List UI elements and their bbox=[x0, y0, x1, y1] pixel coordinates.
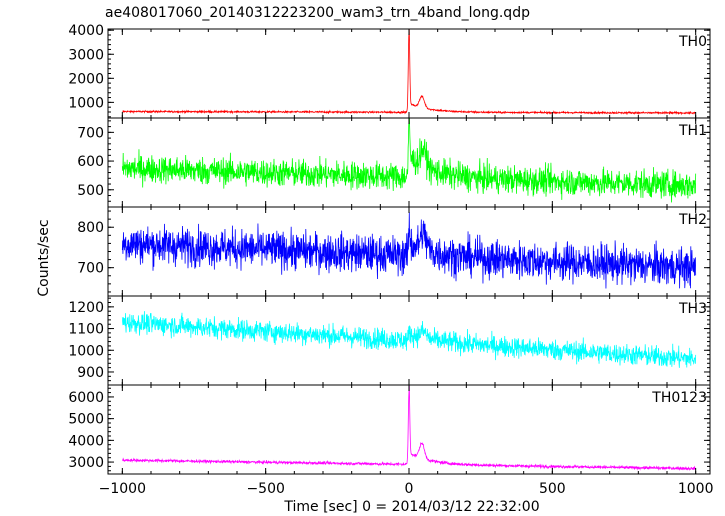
y-tick-label: 3000 bbox=[68, 47, 104, 63]
panel-th0: 1000 2000 3000 4000 TH0 bbox=[68, 23, 711, 119]
y-tick-label: 1100 bbox=[68, 322, 104, 338]
y-tick-label: 800 bbox=[77, 220, 104, 236]
y-tick-label: 5000 bbox=[68, 412, 104, 428]
y-tick-label: 600 bbox=[77, 154, 104, 170]
series-line-th0123 bbox=[121, 385, 696, 471]
panel-label-th0123: TH0123 bbox=[651, 390, 707, 406]
y-tick-label: 3000 bbox=[68, 455, 104, 471]
panel-th1: 500 600 700 TH1 bbox=[77, 117, 711, 208]
panel-label-th2: TH2 bbox=[678, 212, 707, 228]
series-line-th2 bbox=[121, 211, 697, 289]
x-tick-label: 500 bbox=[539, 481, 566, 497]
panel-frame bbox=[107, 295, 711, 386]
y-tick-label: 1000 bbox=[68, 343, 104, 359]
y-tick-label: 6000 bbox=[68, 390, 104, 406]
y-axis-label: Counts/sec bbox=[36, 219, 52, 296]
series-line-th3 bbox=[121, 311, 697, 368]
panel-th0123: 3000 4000 5000 6000 TH0123 bbox=[68, 384, 711, 475]
panel-label-th1: TH1 bbox=[678, 123, 707, 139]
chart-title: ae408017060_20140312223200_wam3_trn_4ban… bbox=[105, 5, 530, 21]
panel-th2: 700 800 TH2 bbox=[77, 206, 711, 297]
y-tick-label: 4000 bbox=[68, 23, 104, 39]
y-tick-label: 1200 bbox=[68, 300, 104, 316]
panel-label-th3: TH3 bbox=[678, 301, 707, 317]
x-axis-label: Time [sec] 0 = 2014/03/12 22:32:00 bbox=[283, 499, 539, 515]
panels-group: 1000 2000 3000 4000 TH0 500 600 700 TH1 700 800 TH2… bbox=[68, 23, 713, 497]
panel-th3: 900 1000 1100 1200 TH3 bbox=[68, 295, 711, 386]
y-tick-label: 700 bbox=[77, 261, 104, 277]
y-tick-label: 500 bbox=[77, 183, 104, 199]
y-tick-label: 900 bbox=[77, 365, 104, 381]
x-tick-label: 1000 bbox=[678, 481, 714, 497]
x-tick-label: −500 bbox=[246, 481, 284, 497]
panel-label-th0: TH0 bbox=[678, 34, 707, 50]
y-tick-label: 1000 bbox=[68, 95, 104, 111]
x-tick-label: −1000 bbox=[99, 481, 146, 497]
series-line-th0 bbox=[122, 29, 696, 116]
x-tick-label: 0 bbox=[405, 481, 414, 497]
y-tick-label: 2000 bbox=[68, 71, 104, 87]
y-tick-label: 4000 bbox=[68, 433, 104, 449]
y-tick-label: 700 bbox=[77, 125, 104, 141]
